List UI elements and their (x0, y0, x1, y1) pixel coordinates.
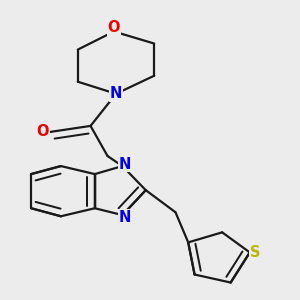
Text: O: O (36, 124, 49, 139)
Text: S: S (250, 245, 260, 260)
Text: N: N (110, 86, 122, 101)
Text: N: N (118, 210, 131, 225)
Text: N: N (118, 157, 131, 172)
Text: O: O (108, 20, 120, 35)
